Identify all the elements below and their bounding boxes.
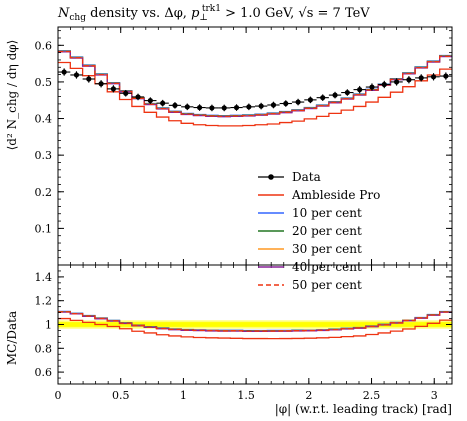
y-tick-label: 0.5 <box>35 76 53 89</box>
data-point <box>406 77 412 83</box>
ratio-plot: 0.6 0.8 1 1.2 1.4 0 0.5 1 1.5 2 2.5 3 <box>35 264 453 402</box>
chart-title-text: Nchg density vs. Δφ, p⊥trk1 > 1.0 GeV, √… <box>57 4 370 23</box>
chart-title: Nchg density vs. Δφ, p⊥trk1 > 1.0 GeV, √… <box>57 4 370 23</box>
title-p-sup: trk1 <box>202 4 221 14</box>
data-point <box>135 94 141 100</box>
y-tick-label: 0.2 <box>35 186 53 199</box>
data-point <box>443 73 449 79</box>
series-line-ambleside-pro <box>58 61 452 127</box>
ratio-y-tick-label: 0.8 <box>35 342 53 355</box>
data-point <box>320 95 326 101</box>
data-point <box>270 102 277 108</box>
x-tick-label: 1.5 <box>237 389 255 402</box>
data-point <box>221 105 227 111</box>
ratio-line-ambleside-pro <box>58 317 452 340</box>
x-tick-label: 0.5 <box>112 389 130 402</box>
x-tick-label: 3 <box>431 389 438 402</box>
legend-label: 30 per cent <box>292 242 362 256</box>
y-axis-label: ⟨d² N_chg / dη dφ⟩ <box>5 40 19 151</box>
data-point <box>381 81 387 88</box>
data-point <box>73 72 80 78</box>
data-point <box>430 74 437 80</box>
data-point <box>246 104 252 110</box>
ratio-y-tick-label: 1.2 <box>35 295 53 308</box>
data-point <box>184 104 190 110</box>
data-point <box>307 97 314 103</box>
data-point <box>258 103 264 109</box>
ratio-y-tick-label: 1.4 <box>35 271 53 284</box>
legend-label: 10 per cent <box>292 206 362 220</box>
ratio-y-tick-label: 0.6 <box>35 366 53 379</box>
x-axis-label: |φ| (w.r.t. leading track) [rad] <box>275 402 452 416</box>
legend-label: 20 per cent <box>292 224 362 238</box>
y-tick-label: 0.4 <box>35 113 53 126</box>
title-cut: > 1.0 GeV, <box>221 6 298 21</box>
data-point <box>98 81 104 87</box>
data-point <box>283 100 289 107</box>
data-point <box>160 100 166 106</box>
x-tick-label: 2.5 <box>363 389 381 402</box>
title-energy: = 7 TeV <box>313 6 370 21</box>
title-p: p <box>191 6 200 21</box>
legend-label: Data <box>292 170 321 184</box>
data-point <box>172 102 178 108</box>
data-point <box>209 105 215 111</box>
data-point <box>357 87 363 93</box>
data-point <box>196 104 203 111</box>
data-point <box>344 89 350 96</box>
title-mid: density vs. Δφ, <box>86 6 191 21</box>
title-n-sub: chg <box>69 13 86 23</box>
data-point <box>233 104 240 111</box>
legend-label: 40 per cent <box>292 260 362 274</box>
data-point <box>369 84 375 90</box>
legend-label: Ambleside Pro <box>291 188 380 202</box>
data-point <box>123 90 129 96</box>
data-point <box>295 99 301 105</box>
data-point <box>86 76 92 82</box>
data-point <box>110 86 117 92</box>
ratio-y-axis-label: MC/Data <box>5 311 19 365</box>
y-tick-label: 0.6 <box>35 39 53 52</box>
data-point <box>418 75 424 81</box>
title-p-sub: ⊥ <box>199 13 207 23</box>
ratio-y-tick-label: 1 <box>45 319 52 332</box>
legend-label: 50 per cent <box>292 278 362 292</box>
x-tick-label: 2 <box>305 389 312 402</box>
data-point <box>393 79 400 85</box>
data-point <box>332 92 338 98</box>
title-n: N <box>57 6 70 21</box>
x-tick-label: 1 <box>180 389 187 402</box>
main-plot: 0.1 0.2 0.3 0.4 0.5 0.6 <box>35 26 453 266</box>
title-sqrt-s: √s <box>298 6 313 21</box>
data-point <box>147 97 153 104</box>
x-tick-label: 0 <box>55 389 62 402</box>
main-plot-frame <box>57 26 453 266</box>
legend: Data Ambleside Pro 10 per cent 20 per cent 3… <box>258 170 380 292</box>
ratio-band-inner <box>58 322 452 327</box>
ratio-line-50-per-cent <box>58 311 452 332</box>
y-tick-label: 0.3 <box>35 149 53 162</box>
legend-marker-data-point <box>268 174 274 180</box>
data-point <box>61 69 67 75</box>
y-tick-label: 0.1 <box>35 222 53 235</box>
